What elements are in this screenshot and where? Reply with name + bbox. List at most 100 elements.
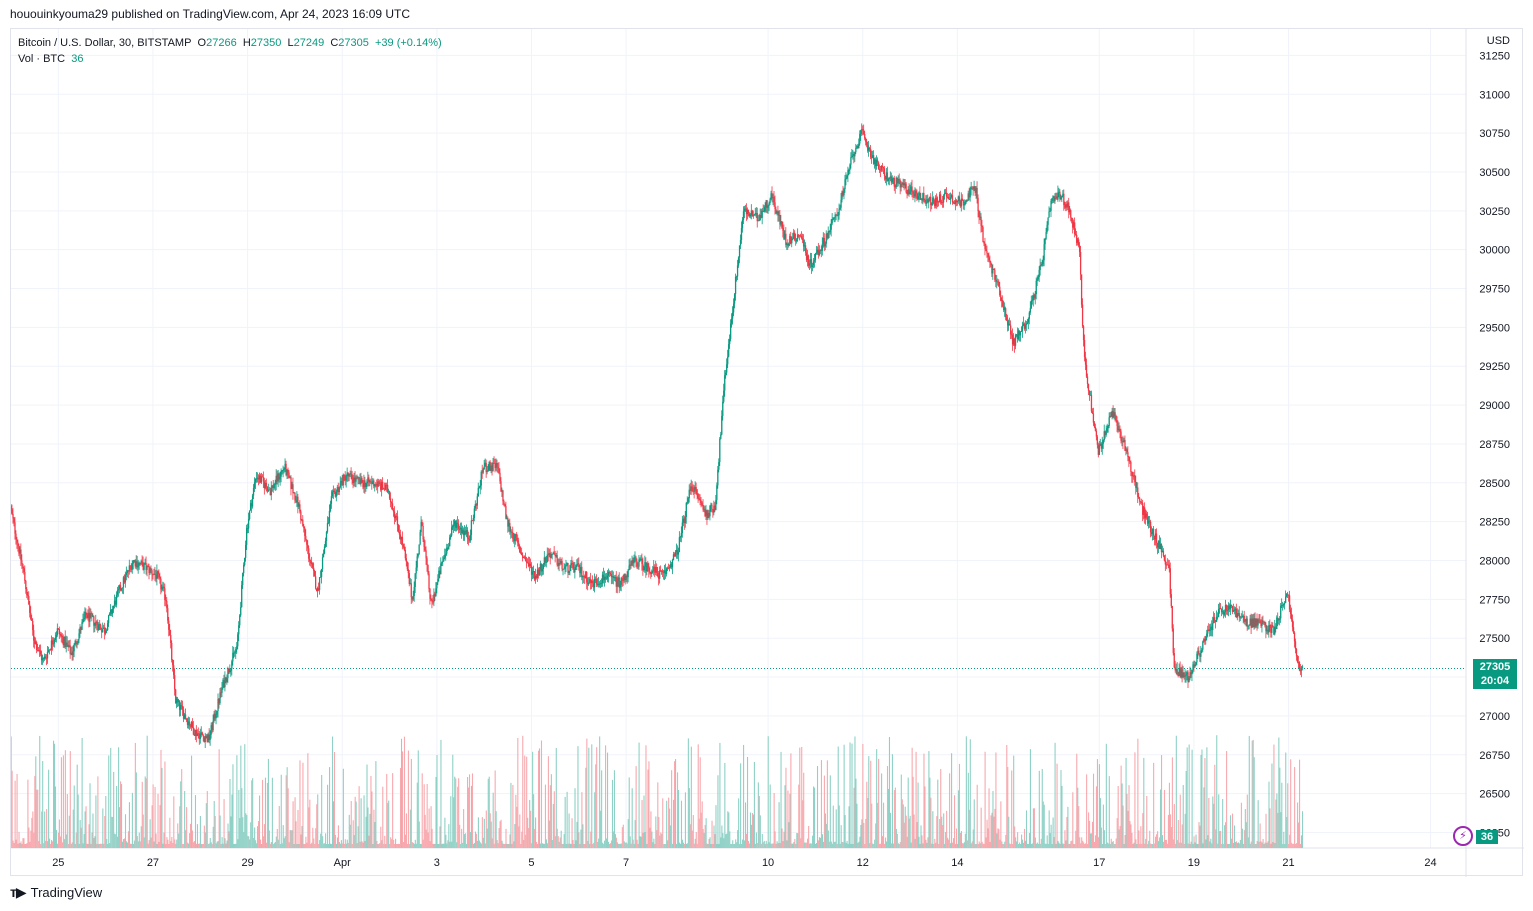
candle-body bbox=[1015, 334, 1018, 336]
candle-body bbox=[346, 472, 348, 476]
candle-body bbox=[155, 574, 157, 579]
volume-bar bbox=[1153, 762, 1155, 848]
candle-body bbox=[1298, 662, 1301, 671]
candle-body bbox=[309, 558, 311, 562]
volume-bar bbox=[743, 744, 745, 848]
candle-body bbox=[257, 477, 260, 480]
volume-bar bbox=[1137, 738, 1139, 848]
candle-body bbox=[1291, 619, 1294, 628]
volume-bar bbox=[159, 805, 161, 848]
volume-bar bbox=[972, 829, 974, 848]
candle-body bbox=[73, 644, 75, 652]
volume-bar bbox=[482, 837, 484, 848]
volume-bar bbox=[73, 785, 75, 848]
volume-bar bbox=[92, 813, 94, 848]
candle-body bbox=[738, 245, 741, 258]
volume-bar bbox=[610, 840, 613, 848]
candle-body bbox=[123, 577, 126, 583]
volume-bar bbox=[139, 841, 141, 848]
volume-bar bbox=[50, 843, 52, 848]
volume-bar bbox=[959, 832, 961, 848]
candle-body bbox=[101, 629, 103, 633]
volume-bar bbox=[703, 832, 705, 848]
volume-bar bbox=[640, 836, 642, 848]
volume-bar bbox=[126, 842, 129, 848]
candle-body bbox=[692, 487, 694, 492]
volume-bar bbox=[791, 843, 793, 848]
volume-bar bbox=[763, 840, 765, 848]
volume-bar bbox=[180, 781, 182, 848]
volume-bar bbox=[556, 828, 558, 848]
lightning-icon[interactable]: ⚡ bbox=[1453, 826, 1473, 846]
candle-body bbox=[596, 584, 599, 585]
volume-bar bbox=[788, 822, 790, 848]
candle-body bbox=[974, 186, 976, 193]
volume-bar bbox=[786, 840, 788, 848]
volume-bar bbox=[414, 839, 416, 848]
volume-label[interactable]: Vol · BTC bbox=[18, 53, 66, 65]
candle-body bbox=[419, 532, 421, 545]
volume-bar bbox=[225, 843, 227, 848]
volume-bar bbox=[36, 789, 38, 848]
candle-body bbox=[115, 594, 118, 605]
candle-body bbox=[383, 488, 385, 490]
candle-body bbox=[194, 729, 197, 736]
candle-body bbox=[794, 232, 796, 241]
volume-bar bbox=[1197, 843, 1199, 848]
candle-body bbox=[1032, 295, 1034, 301]
volume-bar bbox=[20, 841, 22, 848]
candle-body bbox=[557, 565, 559, 566]
candle-body bbox=[622, 580, 624, 582]
volume-bar bbox=[602, 842, 604, 848]
volume-bar bbox=[955, 828, 958, 848]
volume-bar bbox=[869, 843, 871, 848]
candle-body bbox=[133, 560, 135, 561]
footer-brand[interactable]: ᴛ▶ TradingView bbox=[10, 884, 102, 901]
volume-bar bbox=[823, 775, 825, 848]
candle-body bbox=[870, 157, 873, 159]
volume-bar bbox=[1058, 842, 1060, 848]
candle-body bbox=[746, 209, 749, 215]
candle-body bbox=[868, 147, 870, 151]
candle-body bbox=[817, 249, 820, 256]
candle-body bbox=[281, 470, 283, 472]
volume-bar bbox=[1064, 830, 1066, 848]
candle-body bbox=[941, 202, 944, 203]
volume-bar bbox=[316, 804, 318, 848]
candle-body bbox=[1206, 633, 1208, 637]
candle-body bbox=[363, 480, 365, 488]
volume-bar bbox=[266, 782, 269, 848]
candle-body bbox=[200, 732, 202, 734]
volume-bar bbox=[795, 844, 797, 848]
candle-body bbox=[773, 197, 775, 203]
volume-bar bbox=[223, 799, 225, 848]
volume-bar bbox=[794, 838, 796, 848]
volume-bar bbox=[304, 844, 306, 848]
candle-body bbox=[1027, 318, 1030, 323]
volume-bar bbox=[667, 840, 669, 848]
volume-bar bbox=[719, 742, 721, 848]
volume-bar bbox=[952, 842, 954, 848]
candle-body bbox=[975, 187, 977, 193]
candle-body bbox=[1087, 383, 1090, 391]
volume-bar bbox=[260, 844, 263, 848]
volume-bar bbox=[1224, 825, 1226, 848]
volume-bar bbox=[420, 844, 422, 848]
volume-bar bbox=[243, 831, 245, 848]
volume-bar bbox=[1119, 826, 1121, 848]
candle-body bbox=[1029, 308, 1031, 313]
volume-bar bbox=[182, 843, 184, 848]
volume-bar bbox=[1204, 758, 1206, 848]
candle-body bbox=[807, 255, 810, 266]
symbol-title[interactable]: Bitcoin / U.S. Dollar, 30, BITSTAMP bbox=[18, 37, 192, 49]
volume-bar bbox=[904, 806, 906, 848]
volume-bar bbox=[773, 792, 775, 848]
volume-bar bbox=[429, 841, 431, 848]
candle-body bbox=[859, 133, 861, 144]
candle-body bbox=[1161, 550, 1164, 553]
volume-bar bbox=[530, 810, 532, 848]
candle-body bbox=[13, 518, 15, 523]
chart-frame[interactable]: 2625026500267502700027250275002775028000… bbox=[10, 28, 1524, 877]
volume-bar bbox=[152, 784, 154, 848]
candlestick-chart[interactable]: 2625026500267502700027250275002775028000… bbox=[11, 29, 1524, 877]
